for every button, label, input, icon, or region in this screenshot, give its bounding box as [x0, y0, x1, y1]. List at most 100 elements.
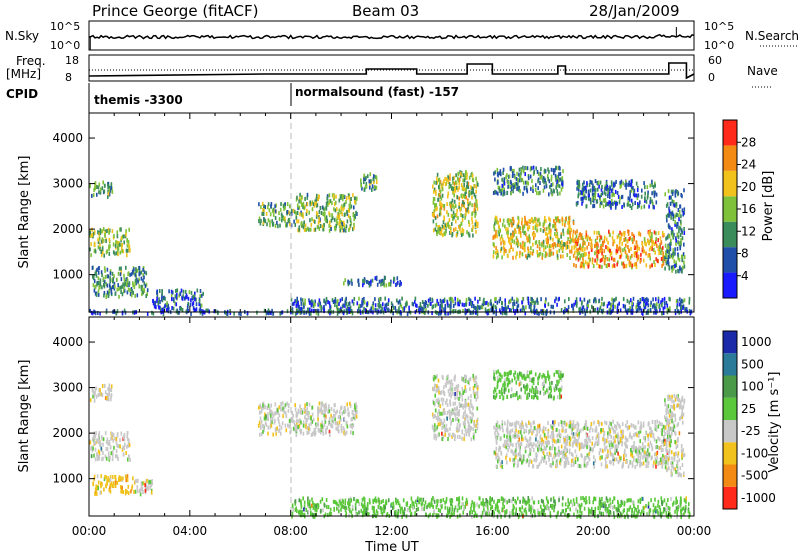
echo-cell-4: [307, 426, 310, 431]
echo-cell-4: [286, 202, 289, 207]
echo-cell-1: [120, 243, 123, 248]
echo-cell-2: [122, 490, 125, 494]
echo-cell-4: [264, 412, 266, 417]
echo-cell-7: [399, 283, 401, 287]
echo-cell-14: [492, 307, 494, 311]
echo-cell-8: [475, 211, 477, 216]
echo-cell-8: [472, 186, 475, 191]
echo-cell-4: [349, 403, 352, 408]
echo-cell-2: [105, 475, 108, 480]
echo-cell-8: [476, 203, 478, 208]
echo-cell-9: [525, 254, 527, 259]
echo-cell-14: [304, 301, 306, 306]
echo-cell-14: [509, 299, 511, 304]
echo-cell-2: [142, 273, 144, 278]
echo-cell-5: [434, 408, 437, 413]
echo-cell-9: [532, 225, 534, 230]
echo-cell-5: [438, 417, 441, 422]
echo-cell-10: [578, 251, 581, 256]
echo-cell-14: [636, 302, 639, 307]
echo-cell-3: [147, 485, 149, 490]
echo-cell-12: [608, 200, 610, 205]
echo-cell-5: [333, 196, 335, 201]
echo-cell-15: [290, 308, 293, 313]
echo-cell-12: [578, 180, 580, 184]
echo-cell-6: [565, 422, 568, 427]
echo-cell-2: [124, 491, 127, 496]
echo-cell-14: [601, 309, 603, 314]
echo-cell-1: [126, 238, 128, 243]
echo-cell-10: [580, 261, 583, 266]
echo-cell-1: [97, 245, 100, 250]
echo-cell-4: [290, 211, 293, 216]
echo-cell-11: [503, 181, 506, 186]
echo-cell-9: [499, 218, 501, 223]
echo-cell-5: [461, 430, 464, 435]
echo-cell-10: [628, 261, 631, 266]
echo-cell-6: [371, 184, 374, 189]
echo-cell-4: [314, 431, 317, 435]
echo-cell-10: [625, 263, 628, 268]
echo-cell-8: [441, 187, 444, 192]
echo-cell-13: [665, 261, 668, 266]
echo-cell-14: [513, 299, 515, 304]
echo-cell-1: [112, 250, 115, 255]
echo-cell-4: [284, 423, 287, 428]
echo-cell-9: [558, 243, 561, 248]
echo-cell-13: [668, 209, 671, 214]
echo-cell-5: [328, 211, 330, 216]
echo-cell-5: [341, 194, 344, 199]
echo-cell-4: [278, 419, 280, 424]
echo-cell-1: [94, 457, 97, 462]
echo-cell-6: [537, 439, 539, 444]
echo-cell-12: [651, 179, 653, 184]
echo-cell-6: [515, 453, 518, 457]
echo-cell-9: [500, 241, 502, 246]
echo-cell-13: [678, 213, 680, 218]
echo-cell-9: [549, 235, 552, 240]
echo-cell-5: [454, 417, 457, 422]
echo-cell-5: [469, 428, 472, 433]
echo-cell-5: [449, 386, 451, 391]
echo-cell-12: [648, 204, 650, 209]
echo-cell-12: [583, 194, 586, 199]
echo-cell-5: [331, 213, 333, 218]
echo-cell-14: [431, 297, 433, 302]
echo-cell-4: [266, 416, 269, 421]
echo-cell-13: [681, 194, 683, 199]
echo-cell-9: [554, 225, 557, 230]
echo-cell-6: [585, 425, 588, 430]
echo-cell-10: [591, 260, 594, 265]
echo-cell-6: [605, 421, 608, 426]
echo-cell-2: [143, 288, 145, 293]
echo-cell-8: [464, 175, 467, 180]
echo-cell-3: [142, 481, 145, 486]
echo-cell-13: [665, 250, 667, 255]
echo-cell-2: [128, 281, 131, 286]
echo-cell-0: [104, 396, 107, 401]
echo-cell-2: [108, 289, 111, 293]
echo-cell-9: [569, 255, 571, 260]
echo-cell-4: [267, 431, 269, 436]
echo-cell-6: [576, 428, 579, 433]
echo-cell-14: [532, 299, 534, 304]
echo-cell-6: [519, 445, 521, 450]
echo-cell-14: [666, 303, 669, 308]
echo-cell-6: [505, 442, 508, 447]
echo-cell-8: [451, 222, 453, 227]
echo-cell-2: [126, 474, 129, 479]
echo-cell-9: [571, 245, 573, 250]
echo-cell-14: [637, 305, 640, 310]
echo-cell-10: [649, 229, 651, 234]
echo-cell-3: [194, 308, 196, 313]
echo-cell-5: [462, 377, 464, 382]
echo-cell-6: [614, 429, 617, 434]
echo-cell-11: [550, 174, 553, 179]
echo-cell-9: [497, 220, 499, 225]
echo-cell-14: [363, 296, 365, 301]
echo-cell-3: [139, 492, 142, 497]
echo-cell-10: [637, 231, 640, 236]
echo-cell-14: [511, 296, 514, 301]
echo-cell-9: [536, 253, 539, 258]
echo-cell-14: [649, 308, 652, 312]
